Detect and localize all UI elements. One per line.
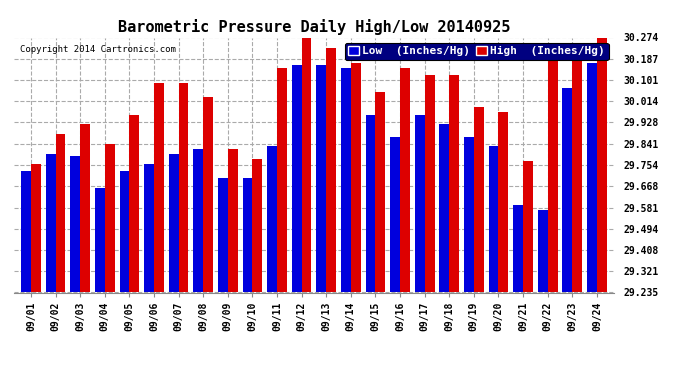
Legend: Low  (Inches/Hg), High  (Inches/Hg): Low (Inches/Hg), High (Inches/Hg) — [345, 43, 609, 60]
Bar — [317, 66, 326, 292]
Bar — [243, 178, 253, 292]
Bar — [538, 210, 548, 292]
Bar — [302, 39, 311, 292]
Bar — [440, 124, 449, 292]
Bar — [562, 88, 572, 292]
Bar — [587, 63, 597, 292]
Bar — [193, 149, 204, 292]
Bar — [498, 112, 509, 292]
Bar — [144, 164, 154, 292]
Bar — [341, 68, 351, 292]
Bar — [277, 68, 287, 292]
Bar — [228, 149, 237, 292]
Bar — [31, 164, 41, 292]
Bar — [424, 75, 435, 292]
Bar — [46, 154, 56, 292]
Title: Barometric Pressure Daily High/Low 20140925: Barometric Pressure Daily High/Low 20140… — [118, 19, 510, 35]
Bar — [326, 48, 336, 292]
Bar — [548, 58, 558, 292]
Bar — [80, 124, 90, 292]
Bar — [204, 98, 213, 292]
Bar — [400, 68, 410, 292]
Bar — [351, 63, 361, 292]
Bar — [449, 75, 459, 292]
Bar — [218, 178, 228, 292]
Bar — [572, 51, 582, 292]
Bar — [56, 134, 66, 292]
Bar — [415, 115, 424, 292]
Text: Copyright 2014 Cartronics.com: Copyright 2014 Cartronics.com — [20, 45, 176, 54]
Bar — [169, 154, 179, 292]
Bar — [253, 159, 262, 292]
Bar — [154, 82, 164, 292]
Bar — [375, 93, 385, 292]
Bar — [267, 147, 277, 292]
Bar — [474, 107, 484, 292]
Bar — [21, 171, 31, 292]
Bar — [513, 206, 523, 292]
Bar — [464, 136, 474, 292]
Bar — [597, 38, 607, 292]
Bar — [292, 66, 302, 292]
Bar — [70, 156, 80, 292]
Bar — [95, 188, 105, 292]
Bar — [105, 144, 115, 292]
Bar — [489, 147, 498, 292]
Bar — [119, 171, 130, 292]
Bar — [179, 82, 188, 292]
Bar — [391, 136, 400, 292]
Bar — [130, 115, 139, 292]
Bar — [366, 115, 375, 292]
Bar — [523, 161, 533, 292]
